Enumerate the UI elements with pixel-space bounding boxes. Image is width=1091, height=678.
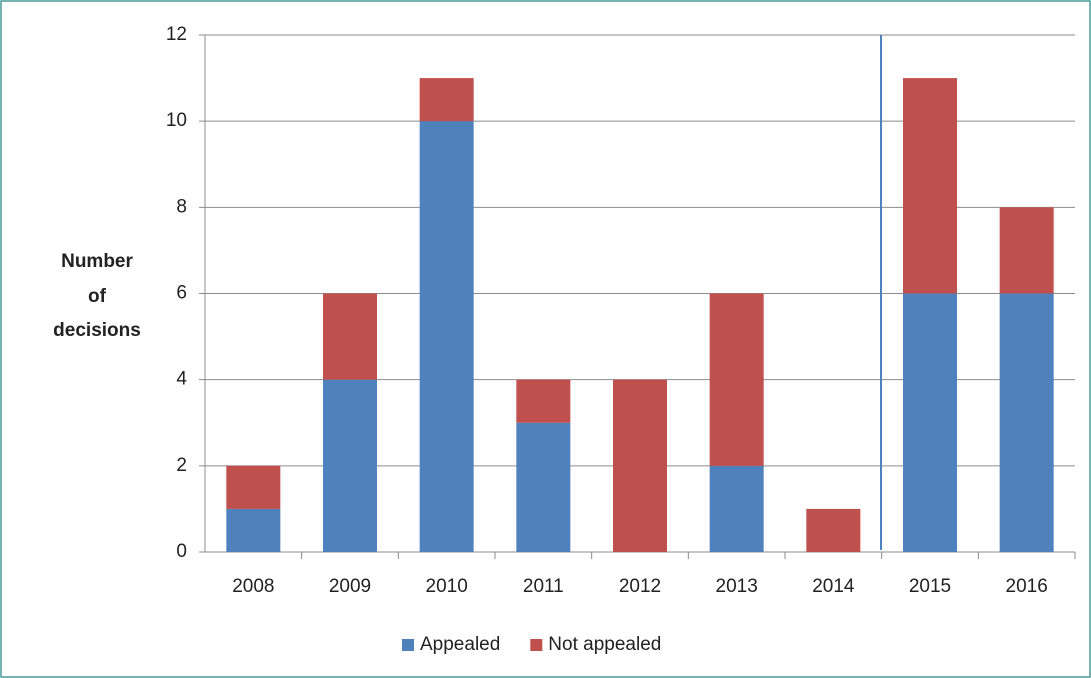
x-tick-label: 2016 — [1006, 576, 1048, 597]
x-tick-label: 2012 — [619, 576, 661, 597]
bar-segment — [999, 207, 1054, 294]
x-tick-label: 2008 — [232, 576, 274, 597]
y-tick-label: 12 — [166, 24, 187, 45]
y-tick-label: 0 — [176, 541, 187, 562]
y-axis-label: of — [88, 286, 107, 307]
y-tick-label: 4 — [176, 369, 187, 390]
bar-segment — [613, 379, 667, 552]
bar-segment — [999, 293, 1054, 552]
bar-segment — [323, 379, 377, 552]
bar-segment — [516, 379, 571, 423]
bar-segment — [226, 508, 281, 552]
x-tick-label: 2015 — [909, 576, 951, 597]
legend-label: Not appealed — [548, 634, 661, 655]
x-tick-label: 2009 — [329, 576, 371, 597]
bar-segment — [419, 78, 474, 122]
bar-segment — [806, 508, 861, 552]
x-tick-label: 2014 — [812, 576, 855, 597]
y-tick-label: 2 — [176, 455, 187, 476]
y-axis-label: decisions — [53, 320, 141, 341]
x-tick-label: 2010 — [426, 576, 468, 597]
x-tick-label: 2011 — [523, 576, 564, 597]
bar-segment — [903, 78, 957, 294]
legend-label: Appealed — [420, 634, 500, 655]
bar-segment — [516, 422, 571, 552]
bar-segment — [709, 465, 764, 552]
bar-segment — [323, 293, 377, 380]
bar-segment — [419, 121, 474, 553]
bar-segment — [709, 293, 764, 466]
x-tick-label: 2013 — [716, 576, 758, 597]
legend-swatch — [402, 639, 414, 651]
y-tick-label: 8 — [176, 196, 187, 217]
y-tick-label: 6 — [176, 283, 187, 304]
bar-segment — [226, 465, 281, 509]
y-axis-label: Number — [61, 251, 133, 272]
bar-segment — [903, 293, 957, 552]
legend-swatch — [530, 639, 543, 651]
y-tick-label: 10 — [166, 110, 187, 131]
